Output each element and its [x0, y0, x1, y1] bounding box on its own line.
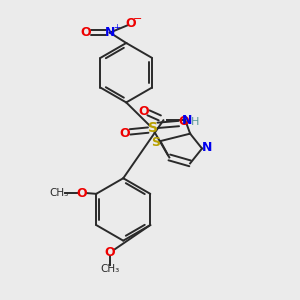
- Text: N: N: [105, 26, 115, 39]
- Text: O: O: [76, 187, 87, 200]
- Text: O: O: [105, 246, 115, 259]
- Text: +: +: [113, 23, 120, 32]
- Text: O: O: [125, 17, 136, 30]
- Text: S: S: [148, 121, 158, 135]
- Text: O: O: [139, 105, 149, 118]
- Text: S: S: [152, 136, 160, 149]
- Text: O: O: [81, 26, 92, 39]
- Text: CH₃: CH₃: [100, 264, 119, 274]
- Text: H: H: [190, 117, 199, 127]
- Text: N: N: [182, 114, 192, 127]
- Text: −: −: [133, 14, 142, 24]
- Text: N: N: [202, 140, 213, 154]
- Text: O: O: [119, 127, 130, 140]
- Text: O: O: [179, 115, 190, 128]
- Text: CH₃: CH₃: [50, 188, 69, 198]
